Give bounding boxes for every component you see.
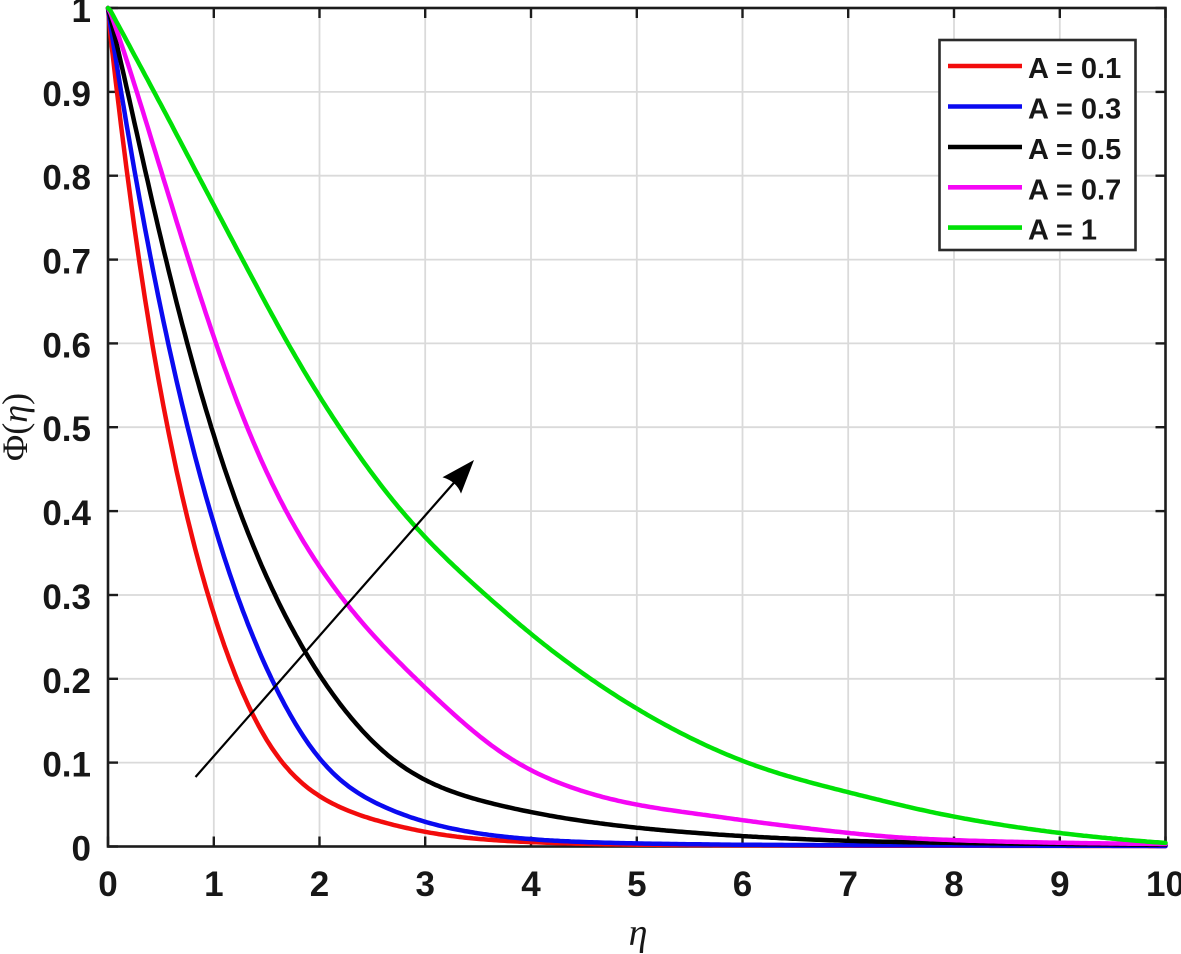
- svg-text:1: 1: [204, 865, 223, 904]
- svg-text:2: 2: [310, 865, 329, 904]
- svg-text:7: 7: [838, 865, 857, 904]
- svg-text:A = 0.1: A = 0.1: [1028, 53, 1121, 85]
- svg-text:0.2: 0.2: [42, 662, 91, 701]
- svg-text:5: 5: [627, 865, 646, 904]
- svg-text:0.5: 0.5: [42, 410, 91, 449]
- svg-text:9: 9: [1050, 865, 1069, 904]
- svg-text:A = 0.3: A = 0.3: [1028, 94, 1121, 126]
- svg-text:0.3: 0.3: [42, 578, 91, 617]
- svg-text:0: 0: [72, 830, 91, 869]
- svg-text:0.4: 0.4: [42, 494, 91, 533]
- svg-text:A = 1: A = 1: [1028, 215, 1097, 247]
- svg-text:A = 0.5: A = 0.5: [1028, 134, 1121, 166]
- svg-text:0.1: 0.1: [42, 746, 91, 785]
- svg-text:3: 3: [415, 865, 434, 904]
- svg-text:10: 10: [1146, 865, 1181, 904]
- svg-text:0.9: 0.9: [42, 75, 91, 114]
- svg-text:4: 4: [521, 865, 541, 904]
- svg-text:8: 8: [944, 865, 963, 904]
- svg-text:0: 0: [98, 865, 117, 904]
- svg-text:η: η: [629, 912, 648, 954]
- svg-text:0.7: 0.7: [42, 243, 91, 282]
- svg-text:0.8: 0.8: [42, 159, 91, 198]
- svg-text:0.6: 0.6: [42, 326, 91, 365]
- svg-text:Φ(η): Φ(η): [0, 393, 35, 461]
- svg-text:1: 1: [72, 0, 91, 30]
- svg-text:A = 0.7: A = 0.7: [1028, 174, 1121, 206]
- svg-text:6: 6: [733, 865, 752, 904]
